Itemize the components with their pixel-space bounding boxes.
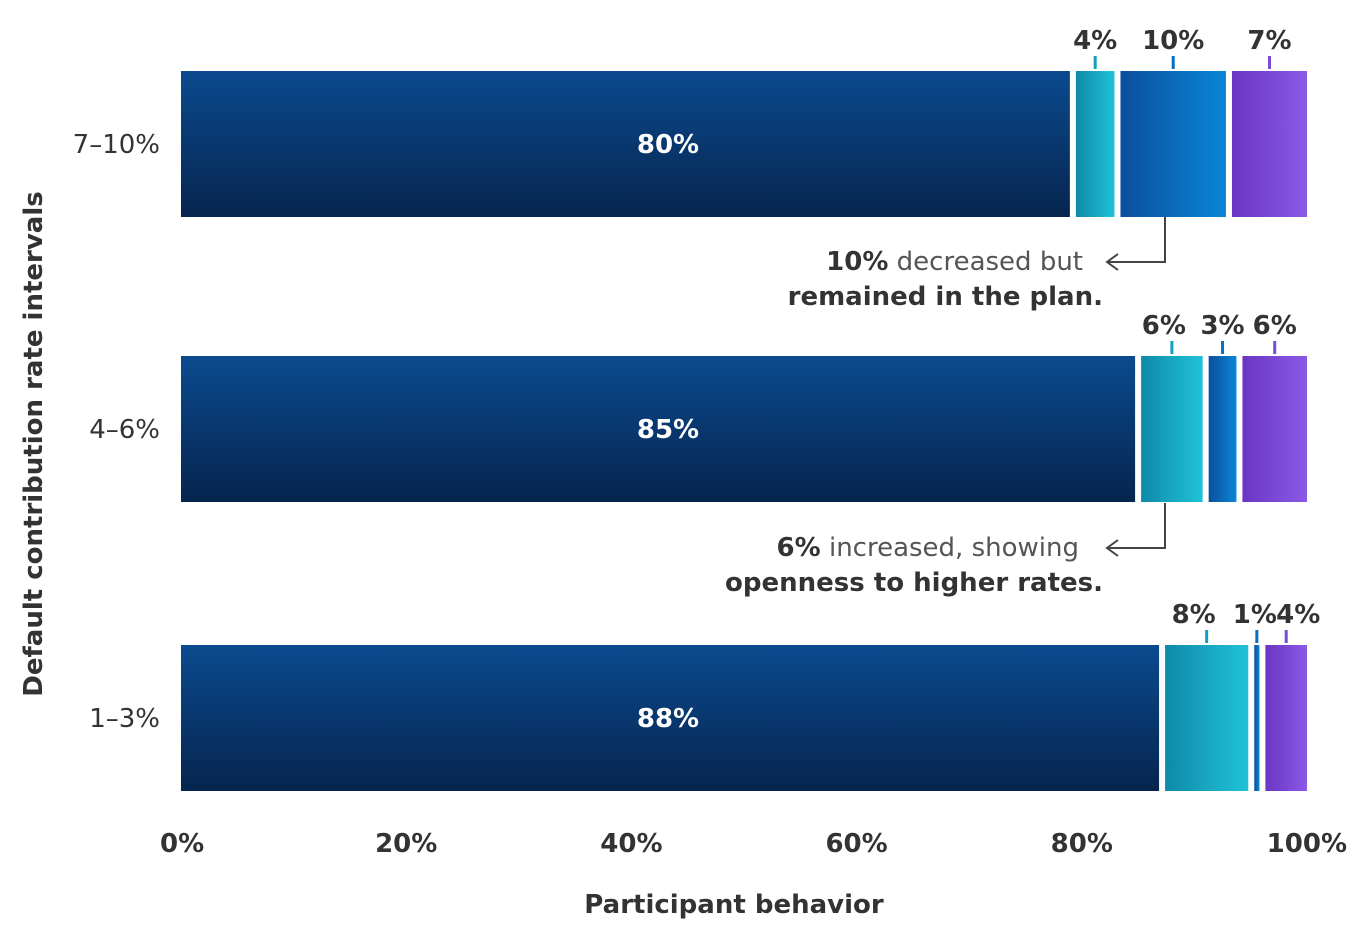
bar-segment: [1265, 645, 1307, 791]
bar-segment: [1165, 645, 1249, 791]
bar-segment: [1208, 356, 1237, 502]
bar-value-label: 1%: [1233, 600, 1277, 630]
annotation-line1: 6% increased, showing: [777, 533, 1079, 563]
bar-segment: [1231, 71, 1307, 217]
bar-segment: [181, 356, 1136, 502]
labels-layer: 80%4% 10% 7%85%6% 3% 6%88%8% 1% 4%: [637, 26, 1320, 734]
annotation-connector: [1108, 503, 1166, 549]
bar-value-label: 6%: [1142, 311, 1186, 341]
bar-segment: [1242, 356, 1307, 502]
bar-value-label: 88%: [637, 704, 699, 734]
annotation-line2: remained in the plan.: [788, 282, 1103, 312]
bar-value-label: 8%: [1172, 600, 1216, 630]
arrow-icon: [1105, 253, 1119, 271]
annotation-line1: 10% decreased but: [826, 247, 1083, 277]
bar-segment: [181, 71, 1070, 217]
x-tick-label: 20%: [375, 829, 437, 859]
bars-layer: [181, 71, 1307, 791]
x-tick-label: 0%: [160, 829, 204, 859]
bar-value-label: 3%: [1200, 311, 1244, 341]
bar-value-label: 4%: [1276, 600, 1320, 630]
bar-segment: [1141, 356, 1203, 502]
bar-value-label: 85%: [637, 415, 699, 445]
bar-value-label: 6%: [1253, 311, 1297, 341]
x-tick-label: 100%: [1267, 829, 1347, 859]
bar-segment: [1075, 71, 1115, 217]
x-axis-title: Participant behavior: [584, 890, 884, 920]
y-axis: 7–10% 4–6% 1–3%: [73, 130, 160, 734]
bar-value-label: 4%: [1073, 26, 1117, 56]
x-tick-label: 80%: [1051, 829, 1113, 859]
y-axis-title: Default contribution rate intervals: [19, 191, 49, 696]
category-label: 7–10%: [73, 130, 160, 160]
bar-value-label: 80%: [637, 130, 699, 160]
bar-segment: [181, 645, 1160, 791]
bar-value-label: 7%: [1247, 26, 1291, 56]
x-tick-label: 60%: [825, 829, 887, 859]
bar-segment: [1254, 645, 1260, 791]
annotations: 10% decreased but remained in the plan. 6%…: [725, 217, 1166, 598]
bar-segment: [1120, 71, 1226, 217]
category-label: 1–3%: [89, 704, 160, 734]
annotation-line2: openness to higher rates.: [725, 568, 1103, 598]
bar-value-label: 10%: [1142, 26, 1204, 56]
x-tick-label: 40%: [600, 829, 662, 859]
x-axis: 0% 20% 40% 60% 80% 100%: [160, 829, 1347, 859]
annotation-connector: [1108, 217, 1166, 263]
category-label: 4–6%: [89, 415, 160, 445]
arrow-icon: [1105, 539, 1119, 557]
